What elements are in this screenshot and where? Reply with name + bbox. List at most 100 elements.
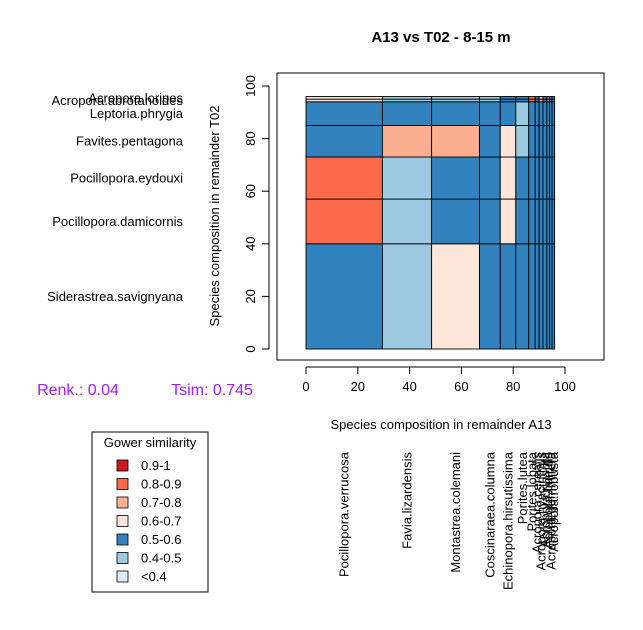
legend-entry-label: 0.9-1 [141,458,171,473]
legend-swatch [116,478,129,490]
y-tick-label: 20 [243,289,258,303]
x-category-label: Acropora.gemmifera [543,451,558,570]
y-category-labels: Siderastrea.savignyana Pocillopora.damico… [47,90,184,304]
mosaic-cell [381,101,433,126]
y-category-label: Acropora.loripes [88,90,183,105]
mosaic-cell [431,96,480,100]
x-category-label: Acropora.cerealis [530,452,545,554]
mosaic-cell [534,124,540,158]
mosaic-cell [431,156,480,200]
mosaic-cell [431,198,480,245]
mosaic-cell [538,101,544,126]
mosaic-cell [542,124,548,158]
mosaic-cell [538,96,544,100]
y-category-label: Pocillopora.eydouxi [70,171,183,186]
x-category-label: Acropora.humilis [541,452,556,549]
mosaic-cell [381,198,433,245]
mosaic-cell [538,198,544,245]
legend-swatch [116,552,129,564]
mosaic-cell [551,198,556,245]
legend-entry-label: 0.5-0.6 [141,532,181,547]
x-tick-label: 60 [454,379,468,394]
mosaic-cell [515,96,530,100]
y-tick-label: 40 [243,237,258,251]
mosaic-cell [528,101,536,126]
mosaic-cell [528,198,536,245]
x-tick-label: 80 [506,379,520,394]
mosaic-cell [528,96,536,100]
mosaic-cell [431,101,480,126]
y-tick-label: 0 [243,345,258,352]
y-category-label: Favites.pentagona [76,134,184,149]
x-category-label: Pocillopora.verrucosa [337,451,352,577]
mosaic-cells [305,96,556,350]
mosaic-cell [479,156,501,200]
mosaic-cell [542,243,548,350]
mosaic-cell [499,156,517,200]
mosaic-cell [528,243,536,350]
x-tick-label: 20 [351,379,365,394]
y-category-label: Pocillopora.damicornis [52,214,183,229]
mosaic-cell [534,156,540,200]
mosaic-cell [479,243,501,350]
x-category-label: Coscinaraea.columna [482,451,497,578]
x-axis: 0 20 40 60 80 100 [302,366,576,394]
mosaic-cell [381,124,433,158]
mosaic-cell [381,243,433,350]
legend-swatch [116,570,129,583]
legend-entry-label: 0.7-0.8 [141,495,181,510]
legend-entry-label: <0.4 [141,569,167,584]
mosaic-cell [479,198,501,245]
mosaic-cell [534,96,540,100]
mosaic-cell [534,101,540,126]
mosaic-cell [515,124,530,158]
legend-swatch [116,496,129,509]
mosaic-cell [551,124,556,158]
x-axis-label: Species composition in remainder A13 [330,417,551,432]
mosaic-cell [515,198,530,245]
mosaic-cell [499,101,517,126]
mosaic-cell [515,243,530,350]
mosaic-cell [551,156,556,200]
chart-title: A13 vs T02 - 8-15 m [371,29,510,46]
mosaic-cell [305,124,383,158]
mosaic-cell [479,96,501,100]
tsim-annotation: Tsim: 0.745 [171,382,253,399]
mosaic-cell [515,101,530,126]
mosaic-cell [538,243,544,350]
y-tick-label: 80 [243,131,258,145]
mosaic-cell [534,243,540,350]
mosaic-cell [528,124,536,158]
x-category-labels: Pocillopora.verrucosa Favia.lizardensis Mo… [337,451,561,590]
mosaic-cell [305,198,383,245]
x-tick-label: 100 [554,379,576,394]
mosaic-cell [499,96,517,100]
y-category-label: Acropora.abrotanoides [51,93,183,108]
x-tick-label: 0 [302,379,309,394]
x-category-label: Porites.lutea [515,451,530,524]
x-category-label: Acropora.nasuta [537,451,552,547]
x-tick-label: 40 [402,379,416,394]
mosaic-cell [305,101,383,126]
legend-entry-label: 0.8-0.9 [141,477,181,492]
mosaic-cell [381,156,433,200]
x-category-label: Favia.lizardensis [400,452,415,549]
mosaic-cell [534,198,540,245]
mosaic-cell [305,156,383,200]
y-category-label: Siderastrea.savignyana [47,289,184,304]
mosaic-cell [305,243,383,350]
mosaic-cell [542,156,548,200]
legend-swatch [116,459,129,472]
x-category-label: Porites.lobata [524,451,539,531]
mosaic-cell [499,243,517,350]
y-category-label: Leptoria.phrygia [90,106,184,121]
legend-entries: 0.9-1 0.8-0.9 0.7-0.8 0.6-0.7 0.5-0.6 0.4-0.5… [116,458,181,584]
y-axis-label: Species composition in remainder T02 [207,106,222,327]
mosaic-cell [542,96,548,100]
x-category-label: Echinopora.hirsutissima [501,451,516,590]
x-category-label: Acropora.hyacinthus [534,452,549,571]
renk-annotation: Renk.: 0.04 [37,382,119,399]
mosaic-cell [431,124,480,158]
mosaic-cell [499,198,517,245]
